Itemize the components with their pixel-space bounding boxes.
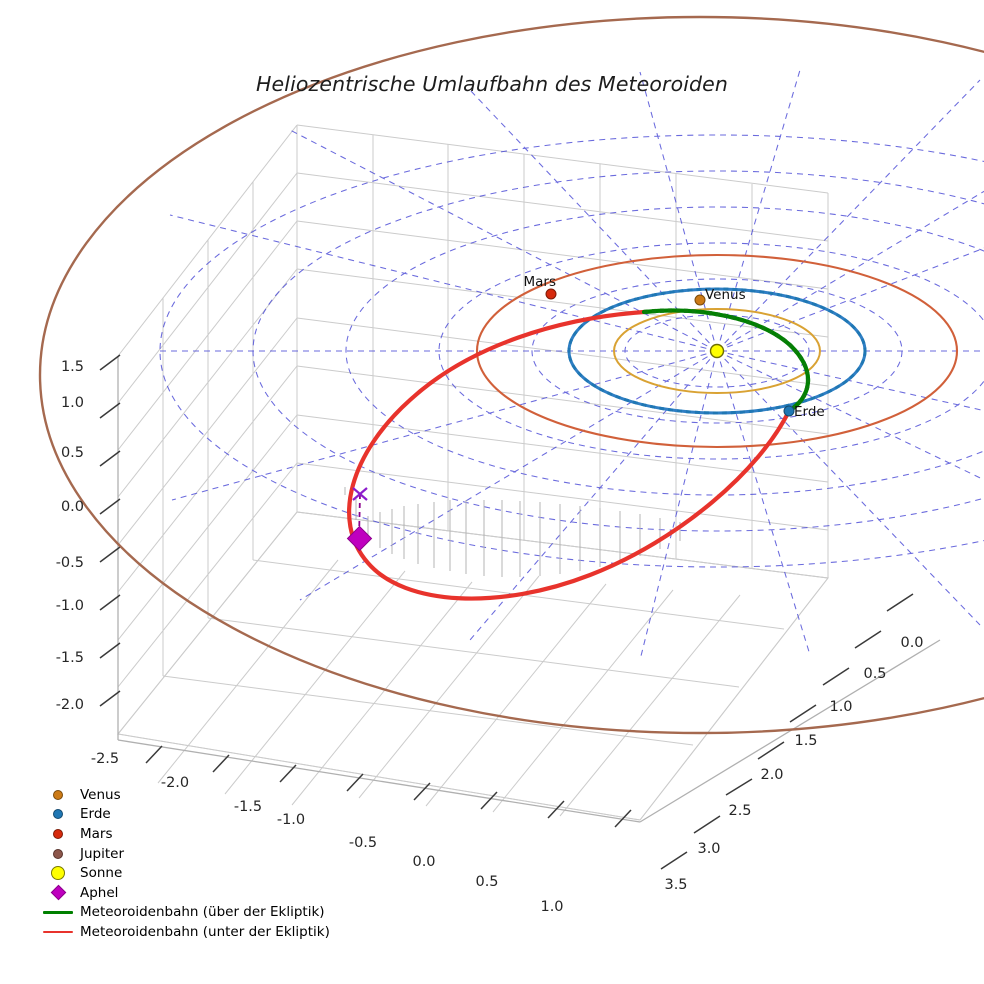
meteoroid-orbit-below-ecliptic bbox=[347, 309, 792, 601]
aphelion-marker-group bbox=[346, 487, 373, 552]
celestial-bodies: Mars Venus Erde bbox=[523, 274, 824, 420]
svg-text:-0.5: -0.5 bbox=[56, 555, 84, 571]
svg-text:0.0: 0.0 bbox=[61, 499, 84, 515]
meteoroid-orbit-above-ecliptic bbox=[641, 308, 810, 414]
x-axis-tick-labels: -2.5 -2.0 -1.5 -1.0 -0.5 0.0 0.5 1.0 bbox=[91, 751, 564, 915]
svg-text:1.0: 1.0 bbox=[829, 699, 852, 715]
legend-label-erde: Erde bbox=[80, 806, 111, 823]
orbit-jupiter bbox=[38, 15, 984, 735]
legend-item-sonne[interactable]: Sonne bbox=[36, 863, 330, 883]
body-marker-venus bbox=[694, 294, 706, 306]
svg-text:0.5: 0.5 bbox=[475, 874, 498, 890]
legend-item-aphel[interactable]: Aphel bbox=[36, 883, 330, 903]
svg-text:-0.5: -0.5 bbox=[349, 835, 377, 851]
legend-label-orbit-below: Meteoroidenbahn (unter der Ekliptik) bbox=[80, 923, 330, 940]
body-label-venus: Venus bbox=[705, 287, 746, 303]
green-line-icon bbox=[36, 911, 80, 914]
svg-text:1.0: 1.0 bbox=[540, 899, 563, 915]
jupiter-marker-icon bbox=[36, 848, 80, 859]
svg-text:-1.0: -1.0 bbox=[56, 598, 84, 614]
svg-text:-1.0: -1.0 bbox=[277, 812, 305, 828]
svg-text:-2.5: -2.5 bbox=[91, 751, 119, 767]
svg-text:-2.0: -2.0 bbox=[56, 697, 84, 713]
venus-marker-icon bbox=[36, 789, 80, 800]
svg-text:3.0: 3.0 bbox=[697, 841, 720, 857]
svg-text:-1.5: -1.5 bbox=[234, 799, 262, 815]
x-axis-spine bbox=[117, 739, 641, 823]
planet-orbits bbox=[38, 15, 984, 735]
svg-text:2.5: 2.5 bbox=[728, 803, 751, 819]
legend-label-venus: Venus bbox=[80, 786, 121, 803]
svg-text:0.5: 0.5 bbox=[61, 445, 84, 461]
axes-3d-grid bbox=[117, 124, 829, 821]
svg-text:0.0: 0.0 bbox=[412, 854, 435, 870]
legend-item-orbit-below[interactable]: Meteoroidenbahn (unter der Ekliptik) bbox=[36, 922, 330, 942]
erde-marker-icon bbox=[36, 809, 80, 820]
body-marker-sonne bbox=[709, 343, 725, 359]
meteoroid-stem-lines bbox=[344, 487, 681, 577]
legend-item-orbit-above[interactable]: Meteoroidenbahn (über der Ekliptik) bbox=[36, 903, 330, 923]
chart-legend: Venus Erde Mars Jupiter Sonne Aphel bbox=[36, 785, 330, 942]
svg-text:0.0: 0.0 bbox=[900, 635, 923, 651]
legend-item-erde[interactable]: Erde bbox=[36, 805, 330, 825]
svg-text:1.5: 1.5 bbox=[794, 733, 817, 749]
z-axis-tick-labels: 1.5 1.0 0.5 0.0 -0.5 -1.0 -1.5 -2.0 bbox=[56, 359, 84, 713]
meteoroid-orbit bbox=[347, 308, 810, 601]
svg-text:-1.5: -1.5 bbox=[56, 650, 84, 666]
legend-label-orbit-above: Meteoroidenbahn (über der Ekliptik) bbox=[80, 904, 325, 921]
svg-text:0.5: 0.5 bbox=[863, 666, 886, 682]
body-marker-mars bbox=[545, 288, 557, 300]
grid-left-wall bbox=[117, 124, 298, 735]
mars-marker-icon bbox=[36, 828, 80, 839]
svg-text:3.5: 3.5 bbox=[664, 877, 687, 893]
orbit-venus bbox=[613, 308, 821, 394]
y-axis-tick-labels: 0.0 0.5 1.0 1.5 2.0 2.5 3.0 3.5 bbox=[664, 635, 923, 893]
legend-item-venus[interactable]: Venus bbox=[36, 785, 330, 805]
axis-tick-marks bbox=[99, 354, 914, 870]
legend-item-jupiter[interactable]: Jupiter bbox=[36, 844, 330, 864]
y-axis-spine bbox=[639, 639, 941, 823]
orbit-mars bbox=[475, 253, 959, 449]
legend-label-aphel: Aphel bbox=[80, 884, 119, 901]
svg-text:1.0: 1.0 bbox=[61, 395, 84, 411]
red-line-icon bbox=[36, 930, 80, 934]
aphelion-diamond-icon bbox=[346, 525, 373, 552]
body-marker-erde bbox=[783, 405, 795, 417]
legend-item-mars[interactable]: Mars bbox=[36, 824, 330, 844]
legend-label-mars: Mars bbox=[80, 825, 113, 842]
aphel-marker-icon bbox=[36, 884, 80, 901]
body-label-erde: Erde bbox=[794, 404, 825, 420]
svg-text:2.0: 2.0 bbox=[760, 767, 783, 783]
svg-text:1.5: 1.5 bbox=[61, 359, 84, 375]
svg-text:-2.0: -2.0 bbox=[161, 775, 189, 791]
legend-label-jupiter: Jupiter bbox=[80, 845, 125, 862]
grid-floor bbox=[117, 511, 829, 821]
chart-title: Heliozentrische Umlaufbahn des Meteoroid… bbox=[256, 72, 728, 96]
legend-label-sonne: Sonne bbox=[80, 865, 123, 882]
orbit-erde-dash bbox=[567, 287, 867, 415]
body-label-mars: Mars bbox=[523, 274, 556, 290]
sonne-marker-icon bbox=[36, 866, 80, 881]
aphelion-cross-icon bbox=[352, 487, 368, 501]
